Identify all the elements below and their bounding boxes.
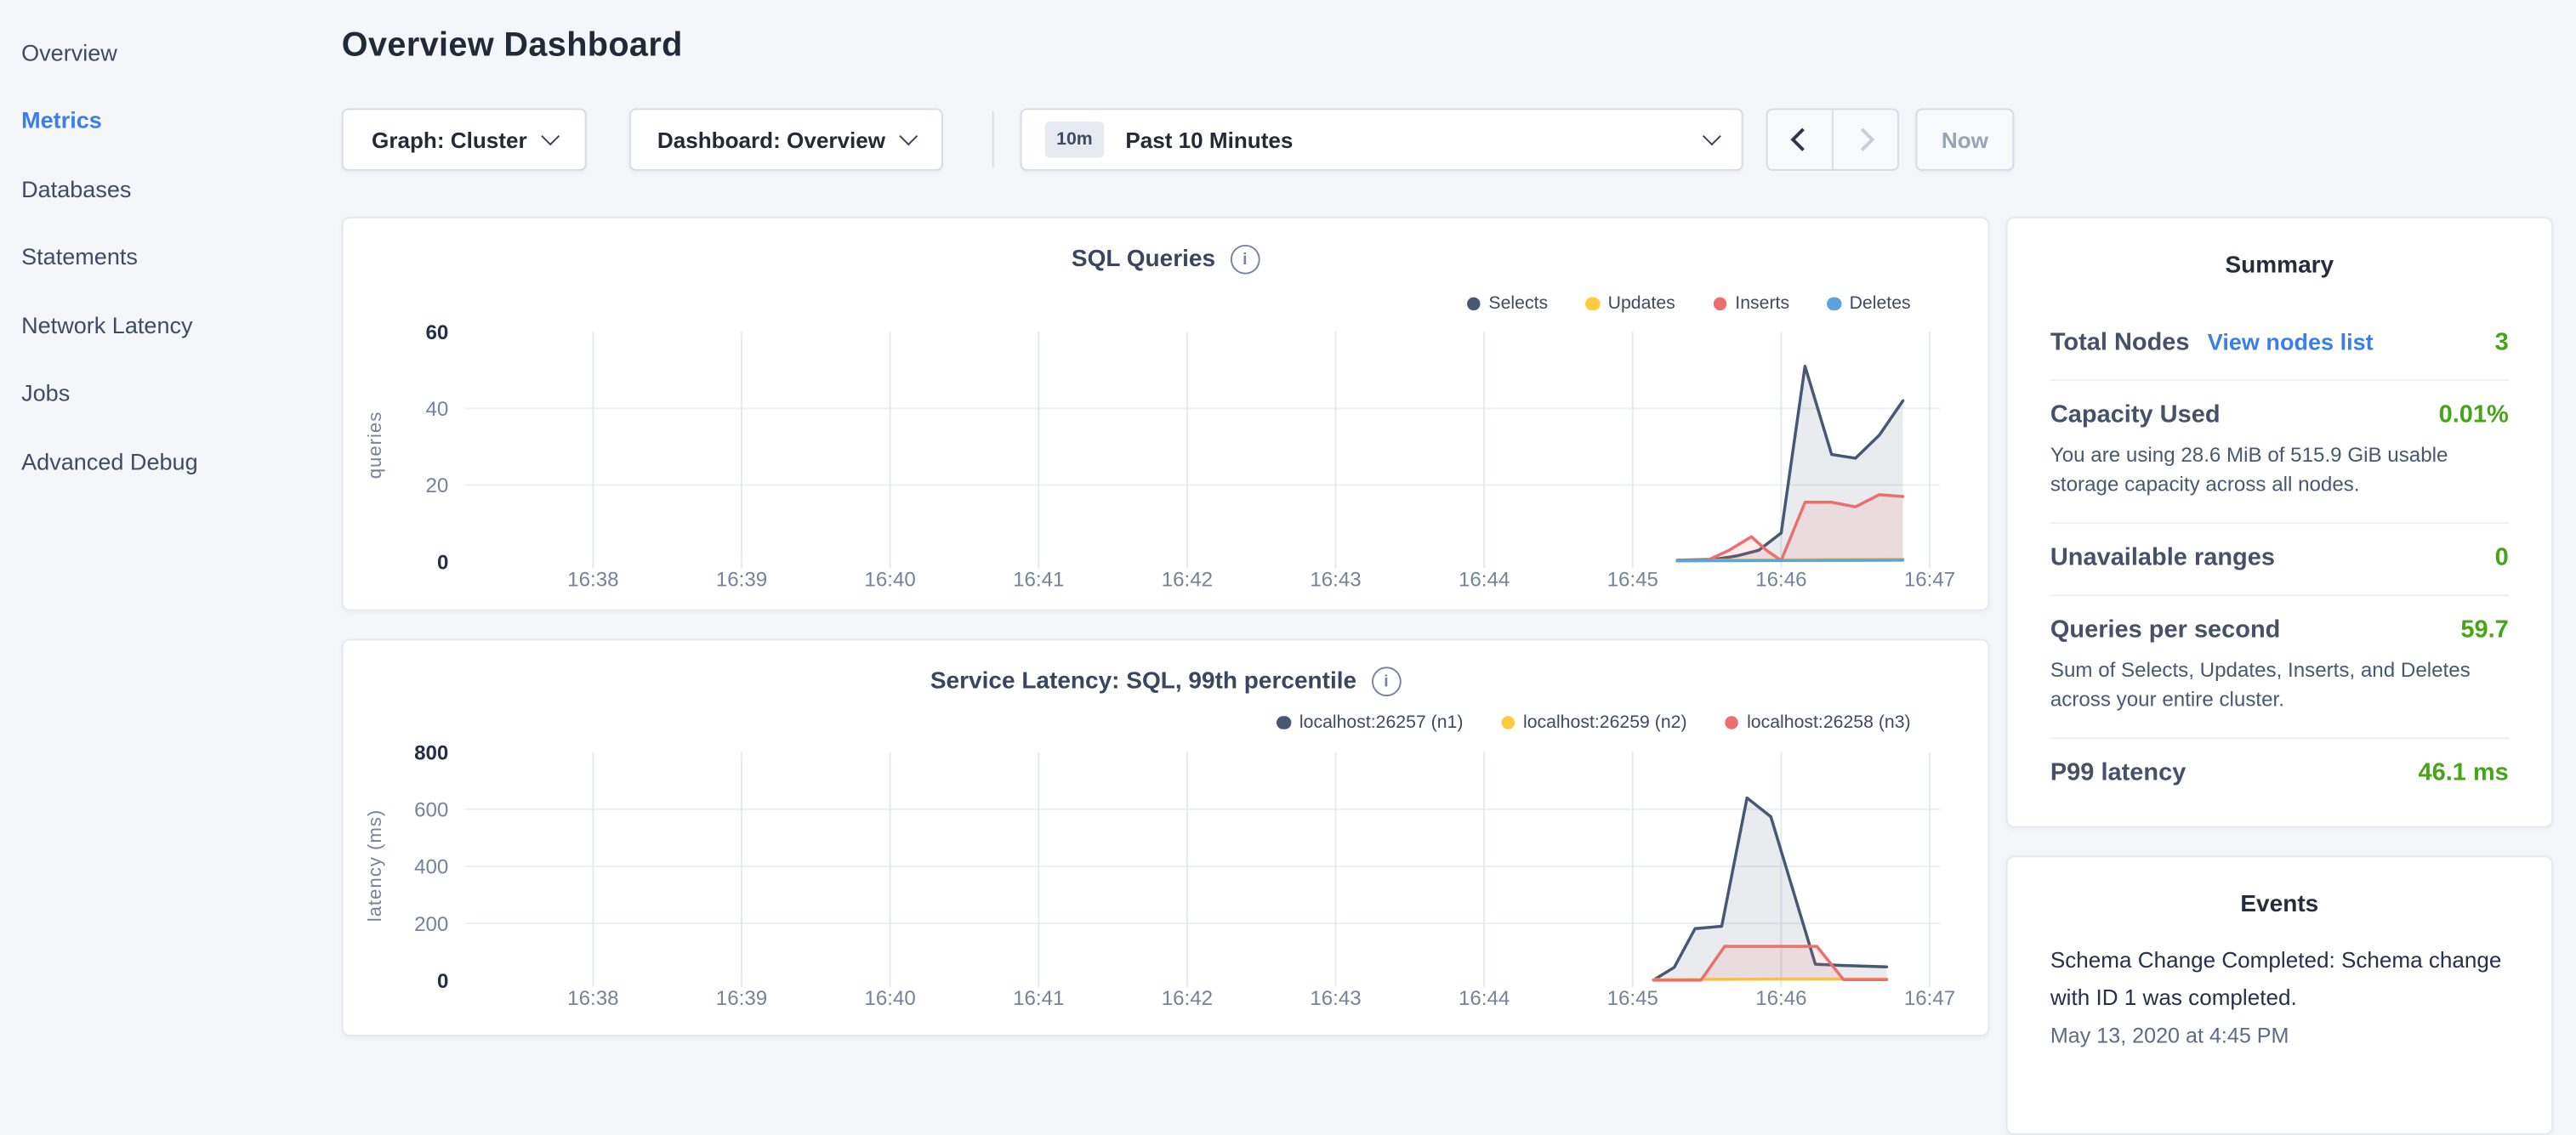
dashboard-dropdown[interactable]: Dashboard: Overview <box>629 108 943 170</box>
y-tick-label: 400 <box>414 856 448 879</box>
summary-row-label: P99 latency <box>2050 758 2186 786</box>
toolbar-divider <box>992 111 994 167</box>
summary-row-label: Total Nodes <box>2050 328 2190 356</box>
x-tick-label: 16:42 <box>1162 569 1213 592</box>
chevron-left-icon <box>1790 128 1813 151</box>
toolbar: Graph: Cluster Dashboard: Overview 10m P… <box>342 108 2149 170</box>
x-tick-label: 16:46 <box>1755 569 1806 592</box>
summary-panel: Summary Total Nodes View nodes list 3 Ca… <box>2006 217 2553 828</box>
sql-queries-chart[interactable]: 16:38 16:39 16:40 16:41 16:42 16:43 16:44 16:45… <box>344 218 1992 613</box>
summary-row-label: Queries per second <box>2050 616 2281 644</box>
y-tick-label: 200 <box>414 913 448 936</box>
scale-wrapper: Overview Metrics Databases Statements Ne… <box>0 0 2576 1051</box>
series-line <box>1677 560 1902 561</box>
summary-row-label: Unavailable ranges <box>2050 543 2275 571</box>
x-tick-label: 16:40 <box>864 569 915 592</box>
dashboard-label: Dashboard: Overview <box>657 128 885 152</box>
chevron-down-icon <box>1703 126 1721 145</box>
time-range-label: Past 10 Minutes <box>1125 128 1293 152</box>
summary-row-value: 0.01% <box>2439 400 2509 428</box>
summary-rows: Total Nodes View nodes list 3 Capacity U… <box>2050 309 2509 809</box>
y-axis-label: queries <box>364 411 385 480</box>
graph-scope-dropdown[interactable]: Graph: Cluster <box>342 108 587 170</box>
y-axis-label: latency (ms) <box>364 809 385 922</box>
x-tick-label: 16:38 <box>567 569 618 592</box>
x-tick-label: 16:41 <box>1013 569 1064 592</box>
x-tick-label: 16:45 <box>1607 569 1658 592</box>
x-tick-label: 16:46 <box>1755 987 1806 1010</box>
summary-row-total-nodes: Total Nodes View nodes list 3 <box>2050 309 2509 381</box>
summary-row-description: Sum of Selects, Updates, Inserts, and De… <box>2050 655 2509 715</box>
sidebar-item-jobs[interactable]: Jobs <box>0 359 322 427</box>
event-timestamp: May 13, 2020 at 4:45 PM <box>2050 1023 2509 1047</box>
summary-row-p99-latency: P99 latency 46.1 ms <box>2050 739 2509 809</box>
summary-row-description: You are using 28.6 MiB of 515.9 GiB usab… <box>2050 440 2509 500</box>
events-panel: Events Schema Change Completed: Schema c… <box>2006 855 2553 1134</box>
sidebar-item-overview[interactable]: Overview <box>0 18 322 86</box>
y-tick-label: 40 <box>426 398 449 421</box>
chevron-down-icon <box>899 126 918 145</box>
x-tick-label: 16:42 <box>1162 987 1213 1010</box>
summary-title: Summary <box>2008 218 2551 279</box>
summary-row-label: Capacity Used <box>2050 400 2221 428</box>
x-tick-label: 16:44 <box>1459 987 1510 1010</box>
y-tick-label: 60 <box>426 321 449 344</box>
sidebar-item-statements[interactable]: Statements <box>0 223 322 291</box>
time-range-selector[interactable]: 10m Past 10 Minutes <box>1021 108 1743 170</box>
y-tick-label: 0 <box>437 551 448 574</box>
view-nodes-list-link[interactable]: View nodes list <box>2208 328 2374 355</box>
sidebar-item-advanced-debug[interactable]: Advanced Debug <box>0 427 322 495</box>
time-prev-button[interactable] <box>1768 110 1834 169</box>
events-title: Events <box>2008 857 2551 917</box>
time-step-buttons <box>1766 108 1899 170</box>
x-tick-label: 16:43 <box>1310 569 1361 592</box>
summary-row-queries-per-second: Queries per second 59.7 Sum of Selects, … <box>2050 596 2509 739</box>
summary-row-capacity-used: Capacity Used 0.01% You are using 28.6 M… <box>2050 381 2509 524</box>
x-tick-label: 16:41 <box>1013 987 1064 1010</box>
x-tick-label: 16:47 <box>1904 569 1955 592</box>
y-tick-label: 0 <box>437 970 448 993</box>
x-tick-label: 16:40 <box>864 987 915 1010</box>
service-latency-card: Service Latency: SQL, 99th percentile i … <box>342 638 1990 1036</box>
y-tick-label: 20 <box>426 474 449 497</box>
sidebar-item-network-latency[interactable]: Network Latency <box>0 291 322 359</box>
event-item: Schema Change Completed: Schema change w… <box>2050 941 2509 1048</box>
event-message: Schema Change Completed: Schema change w… <box>2050 941 2509 1017</box>
sidebar-item-metrics[interactable]: Metrics <box>0 86 322 154</box>
summary-row-value: 46.1 ms <box>2418 758 2508 786</box>
x-tick-label: 16:43 <box>1310 987 1361 1010</box>
y-tick-label: 600 <box>414 799 448 822</box>
y-tick-label: 800 <box>414 741 448 764</box>
x-tick-label: 16:39 <box>716 987 767 1010</box>
service-latency-chart[interactable]: 16:38 16:39 16:40 16:41 16:42 16:43 16:44 16:45… <box>344 640 1992 1037</box>
x-tick-label: 16:47 <box>1904 987 1955 1010</box>
graph-scope-label: Graph: Cluster <box>372 128 527 152</box>
x-tick-label: 16:44 <box>1459 569 1510 592</box>
x-tick-label: 16:38 <box>567 987 618 1010</box>
sidebar: Overview Metrics Databases Statements Ne… <box>0 0 322 495</box>
app-root: Overview Metrics Databases Statements Ne… <box>0 0 2576 1051</box>
sidebar-item-databases[interactable]: Databases <box>0 155 322 223</box>
summary-row-unavailable-ranges: Unavailable ranges 0 <box>2050 524 2509 596</box>
summary-row-value: 3 <box>2495 328 2509 356</box>
summary-row-value: 59.7 <box>2460 616 2508 644</box>
x-tick-label: 16:39 <box>716 569 767 592</box>
sql-queries-card: SQL Queries i SelectsUpdatesInsertsDelet… <box>342 217 1990 611</box>
chevron-right-icon <box>1851 128 1874 151</box>
summary-row-value: 0 <box>2495 543 2509 571</box>
time-range-badge: 10m <box>1045 122 1105 157</box>
now-button[interactable]: Now <box>1915 108 2014 170</box>
x-tick-label: 16:45 <box>1607 987 1658 1010</box>
chevron-down-icon <box>541 126 560 145</box>
page-title: Overview Dashboard <box>342 26 683 65</box>
time-next-button[interactable] <box>1834 110 1897 169</box>
